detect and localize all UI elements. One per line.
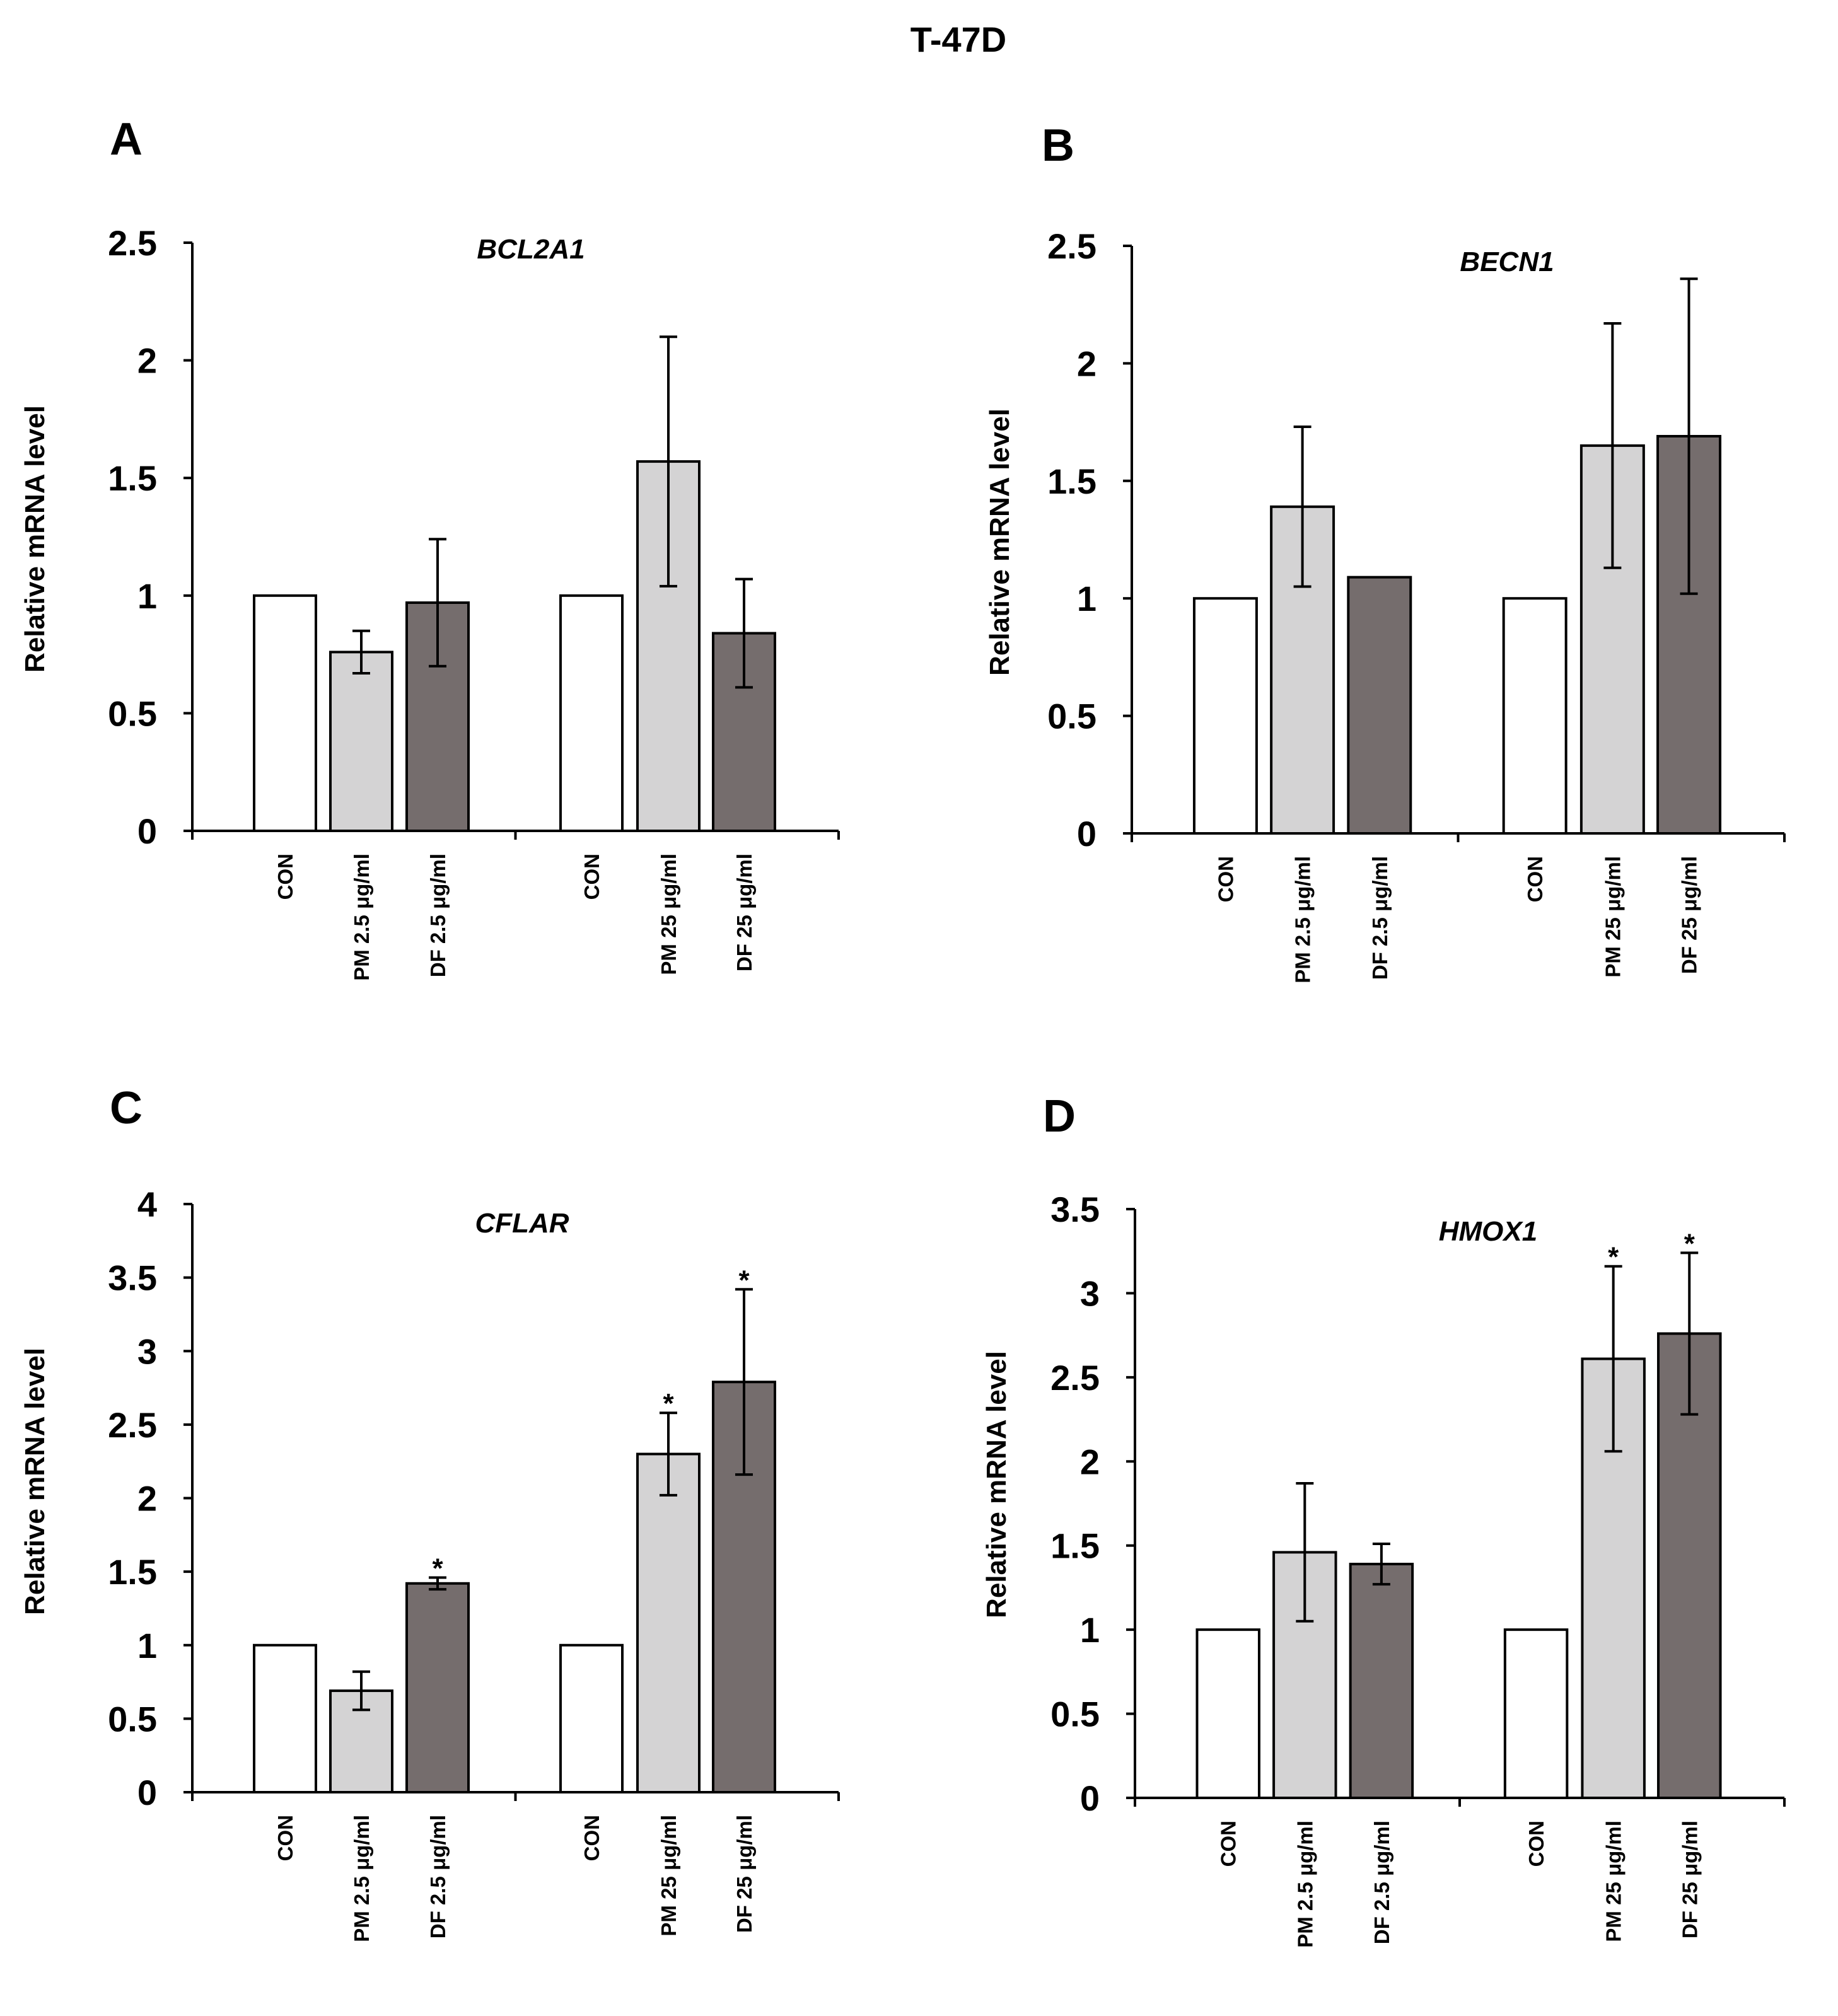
y-axis-label: Relative mRNA level <box>984 408 1015 676</box>
bar-pm <box>636 1452 701 1793</box>
y-tick-label: 1 <box>137 1626 157 1666</box>
x-category-label: CON <box>1523 856 1547 902</box>
y-tick-label: 3.5 <box>108 1258 157 1298</box>
x-category-label: PM 2.5 μg/ml <box>1293 1821 1317 1948</box>
gene-title: CFLAR <box>475 1208 569 1239</box>
panel-letter: C <box>110 1083 143 1133</box>
x-category-label: PM 2.5 μg/ml <box>350 1815 373 1942</box>
y-tick-label: 2.5 <box>1050 1358 1100 1398</box>
x-category-label: PM 2.5 μg/ml <box>1291 856 1315 983</box>
bar-df <box>405 601 470 832</box>
gene-title: BCL2A1 <box>477 234 585 265</box>
y-tick-label: 2.5 <box>108 1405 157 1445</box>
bar-con <box>559 1643 624 1793</box>
panel-letter: A <box>110 114 143 165</box>
bar-pm <box>329 651 393 833</box>
figure-title: T-47D <box>910 20 1007 59</box>
y-tick-label: 1 <box>1077 579 1096 618</box>
bar-con <box>1195 1628 1260 1799</box>
x-category-label: PM 25 μg/ml <box>1601 856 1624 978</box>
significance-star: * <box>432 1553 443 1584</box>
x-category-label: CON <box>580 854 603 900</box>
bar-con <box>1192 597 1258 835</box>
y-tick-label: 0.5 <box>1050 1694 1100 1734</box>
y-tick-label: 0 <box>137 1773 157 1812</box>
x-category-label: PM 2.5 μg/ml <box>350 854 373 981</box>
y-tick-label: 2 <box>137 1479 157 1519</box>
y-tick-label: 1 <box>1080 1610 1100 1650</box>
x-category-label: CON <box>274 1815 297 1861</box>
y-tick-label: 0.5 <box>108 1699 157 1739</box>
bar-df <box>405 1582 470 1793</box>
x-category-label: CON <box>1217 1821 1240 1867</box>
panel-d: D HMOX1 Relative mRNA level 0 0.5 1 1.5 2 2.5 3 3.… <box>981 1091 1786 1948</box>
panel-letter: B <box>1042 120 1074 171</box>
gene-title: BECN1 <box>1460 246 1554 277</box>
y-tick-label: 0 <box>137 811 157 851</box>
x-category-label: DF 25 μg/ml <box>1678 1821 1701 1938</box>
y-tick-label: 2 <box>137 341 157 381</box>
x-category-label: PM 25 μg/ml <box>657 1815 680 1937</box>
x-category-label: DF 2.5 μg/ml <box>1370 1821 1393 1944</box>
x-category-label: DF 2.5 μg/ml <box>426 854 450 977</box>
y-tick-label: 0.5 <box>108 693 157 733</box>
significance-star: * <box>1684 1228 1695 1259</box>
x-category-label: CON <box>1525 1821 1548 1867</box>
x-category-label: DF 25 μg/ml <box>1678 856 1701 974</box>
x-category-label: DF 2.5 μg/ml <box>426 1815 450 1938</box>
significance-star: * <box>738 1265 750 1295</box>
y-tick-label: 1 <box>137 576 157 616</box>
y-tick-label: 2.5 <box>1047 226 1096 266</box>
significance-star: * <box>663 1388 674 1419</box>
panel-c: C CFLAR Relative mRNA level 0 0.5 1 1.5 2 2.5 3 3.… <box>20 1083 840 1942</box>
bar-con <box>253 594 317 832</box>
significance-star: * <box>1608 1242 1619 1273</box>
panel-letter: D <box>1043 1091 1076 1142</box>
bar-df <box>1349 1563 1414 1800</box>
y-axis-label: Relative mRNA level <box>981 1351 1012 1618</box>
y-tick-label: 1.5 <box>1047 461 1096 501</box>
y-tick-label: 0 <box>1077 814 1096 854</box>
y-tick-label: 0 <box>1080 1778 1100 1818</box>
bar-con <box>559 594 624 832</box>
x-category-label: CON <box>1214 856 1237 902</box>
y-tick-label: 2 <box>1080 1442 1100 1481</box>
x-category-label: CON <box>274 854 297 900</box>
y-tick-label: 0.5 <box>1047 697 1096 736</box>
panel-b: B BECN1 Relative mRNA level 0 0.5 1 1.5 2 2.5 CON… <box>984 120 1786 983</box>
y-tick-label: 4 <box>137 1185 157 1224</box>
y-tick-label: 3 <box>1080 1273 1100 1313</box>
y-tick-label: 1.5 <box>1050 1526 1100 1566</box>
y-tick-label: 3 <box>137 1331 157 1371</box>
y-tick-label: 1.5 <box>108 458 157 498</box>
gene-title: HMOX1 <box>1439 1216 1537 1247</box>
x-category-label: DF 2.5 μg/ml <box>1368 856 1392 980</box>
y-tick-label: 1.5 <box>108 1552 157 1592</box>
bar-df <box>1347 576 1412 835</box>
y-axis-label: Relative mRNA level <box>20 1348 50 1615</box>
y-tick-label: 2 <box>1077 344 1096 383</box>
bar-con <box>1503 1628 1569 1799</box>
x-category-label: PM 25 μg/ml <box>657 854 680 975</box>
x-category-label: PM 25 μg/ml <box>1602 1821 1626 1942</box>
panels: A BCL2A1 Relative mRNA level 0 0.5 1 1.5 2 2.5 CO… <box>20 114 1786 1948</box>
x-category-label: CON <box>580 1815 603 1861</box>
panel-a: A BCL2A1 Relative mRNA level 0 0.5 1 1.5 2 2.5 CO… <box>20 114 840 981</box>
x-category-label: DF 25 μg/ml <box>733 854 756 971</box>
y-axis-label: Relative mRNA level <box>20 405 50 673</box>
y-tick-label: 3.5 <box>1050 1190 1100 1229</box>
bar-con <box>1502 597 1568 835</box>
bar-con <box>253 1643 317 1793</box>
y-tick-label: 2.5 <box>108 223 157 263</box>
bar-pm <box>636 460 701 832</box>
x-category-label: DF 25 μg/ml <box>733 1815 756 1933</box>
